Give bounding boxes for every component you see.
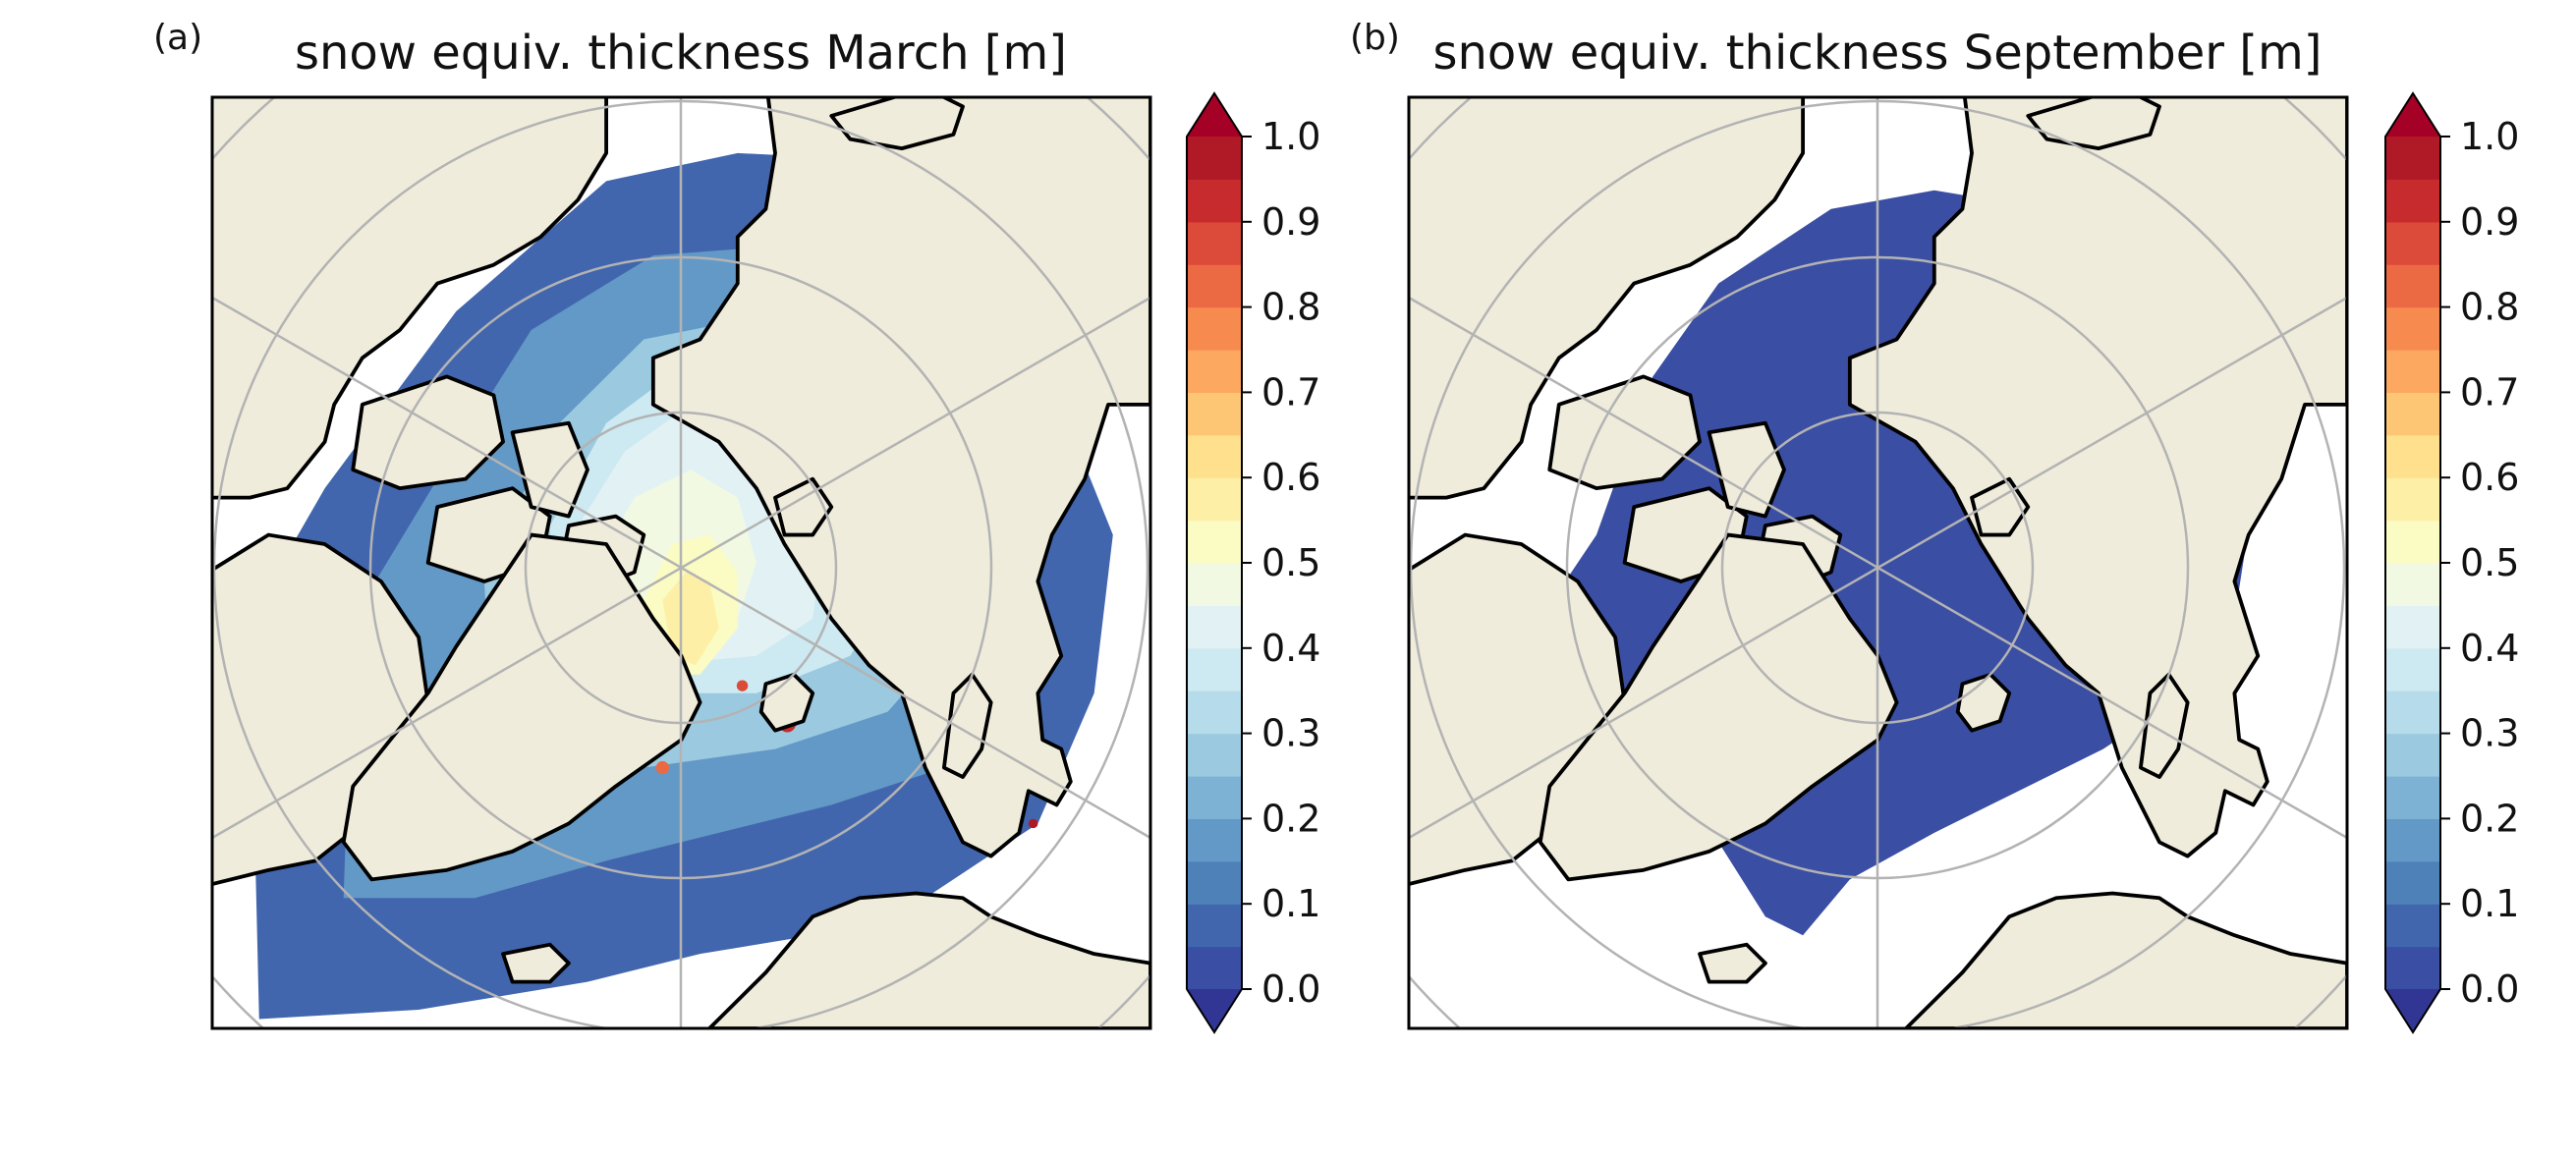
panel-label-a: (a) (153, 18, 202, 58)
colorbar-segment (2385, 605, 2440, 649)
map-frame-a (210, 95, 1152, 1030)
colorbar-segment (1187, 647, 1242, 691)
map-frame-b (1407, 95, 2349, 1030)
colorbar-segment (2385, 520, 2440, 564)
colorbar-tick-label: 0.5 (2460, 541, 2519, 584)
colorbar-segment (1187, 137, 1242, 180)
panel-title-a: snow equiv. thickness March [m] (295, 26, 1067, 81)
colorbar-tick-label: 0.7 (1261, 370, 1320, 414)
colorbar-tick-label: 0.9 (1261, 200, 1320, 244)
snow-contour-level-19 (1028, 818, 1038, 829)
colorbar-segment (2385, 818, 2440, 862)
colorbar-segment (1187, 264, 1242, 308)
colorbar-extend-max (2385, 93, 2440, 137)
colorbar-segment (2385, 137, 2440, 180)
colorbar-segment (1187, 477, 1242, 522)
colorbar-segment (1187, 179, 1242, 223)
colorbar-tick-label: 1.0 (2460, 115, 2519, 158)
colorbar-tick-label: 0.5 (1261, 541, 1320, 584)
colorbar-segment (1187, 350, 1242, 393)
colorbar-tick-label: 0.2 (1261, 797, 1320, 840)
colorbar-tick-label: 1.0 (1261, 115, 1320, 158)
colorbar-b: 0.0 0.1 0.2 0.3 0.4 0.5 0.6 0.7 0.8 0.9 1.0 (2384, 91, 2519, 1034)
colorbar-segment (1187, 860, 1242, 905)
panel-b: (b) snow equiv. thickness September [m] … (1350, 18, 2519, 1034)
colorbar-segment (1187, 563, 1242, 606)
colorbar-segment (1187, 818, 1242, 862)
colorbar-tick-label: 0.7 (2460, 370, 2519, 414)
colorbar-tick-label: 0.8 (1261, 286, 1320, 329)
colorbar-segment (1187, 434, 1242, 478)
colorbar-tick-label: 0.0 (1261, 967, 1320, 1011)
colorbar-segment (1187, 392, 1242, 436)
colorbar-segment (2385, 946, 2440, 990)
colorbar-tick-label: 0.1 (1261, 882, 1320, 925)
colorbar-segment (1187, 904, 1242, 948)
colorbar-segment (1187, 733, 1242, 777)
colorbar-tick-label: 0.3 (2460, 712, 2519, 755)
colorbar-segment (2385, 647, 2440, 691)
panel-title-b: snow equiv. thickness September [m] (1432, 26, 2322, 81)
colorbar-tick-label: 0.4 (2460, 627, 2519, 670)
colorbar-extend-min (1187, 989, 1242, 1032)
colorbar-tick-label: 0.3 (1261, 712, 1320, 755)
colorbar-extend-max (1187, 93, 1242, 137)
colorbar-tick-label: 0.4 (1261, 627, 1320, 670)
colorbar-segment (2385, 776, 2440, 819)
colorbar-tick-label: 0.2 (2460, 797, 2519, 840)
panel-a: (a) snow equiv. thickness March [m] (153, 18, 1320, 1034)
map-a (212, 97, 1150, 1028)
colorbar-segment (2385, 392, 2440, 436)
colorbar-tick-label: 0.6 (1261, 456, 1320, 499)
colorbar-segment (2385, 690, 2440, 735)
graticule-b (1409, 97, 2347, 1028)
colorbar-segment (2385, 264, 2440, 308)
colorbar-tick-label: 0.9 (2460, 200, 2519, 244)
colorbar-segment (1187, 306, 1242, 351)
colorbar-segment (1187, 520, 1242, 564)
colorbar-segment (2385, 306, 2440, 351)
colorbar-segment (2385, 563, 2440, 606)
colorbar-segment (2385, 733, 2440, 777)
colorbar-segment (1187, 605, 1242, 649)
colorbar-tick-label: 0.0 (2460, 967, 2519, 1011)
colorbar-segment (1187, 946, 1242, 990)
colorbar-segment (2385, 221, 2440, 265)
snow-contour-level-16 (655, 760, 670, 775)
panel-label-b: (b) (1350, 18, 1400, 58)
colorbar-segment (2385, 860, 2440, 905)
colorbar-extend-min (2385, 989, 2440, 1032)
colorbar-segment (1187, 221, 1242, 265)
snow-contour-level-17 (736, 680, 749, 691)
colorbar-tick-label: 0.8 (2460, 286, 2519, 329)
map-b (1409, 97, 2347, 1028)
colorbar-tick-label: 0.6 (2460, 456, 2519, 499)
colorbar-tick-label: 0.1 (2460, 882, 2519, 925)
colorbar-a: 0.0 0.1 0.2 0.3 0.4 0.5 0.6 0.7 0.8 0.9 1.0 (1186, 91, 1320, 1034)
colorbar-segment (2385, 350, 2440, 393)
colorbar-segment (2385, 179, 2440, 223)
colorbar-segment (2385, 904, 2440, 948)
colorbar-segment (2385, 434, 2440, 478)
graticule-a (212, 97, 1150, 1028)
snow-contour-level-11 (662, 572, 719, 666)
colorbar-segment (2385, 477, 2440, 522)
colorbar-segment (1187, 776, 1242, 819)
colorbar-segment (1187, 690, 1242, 735)
